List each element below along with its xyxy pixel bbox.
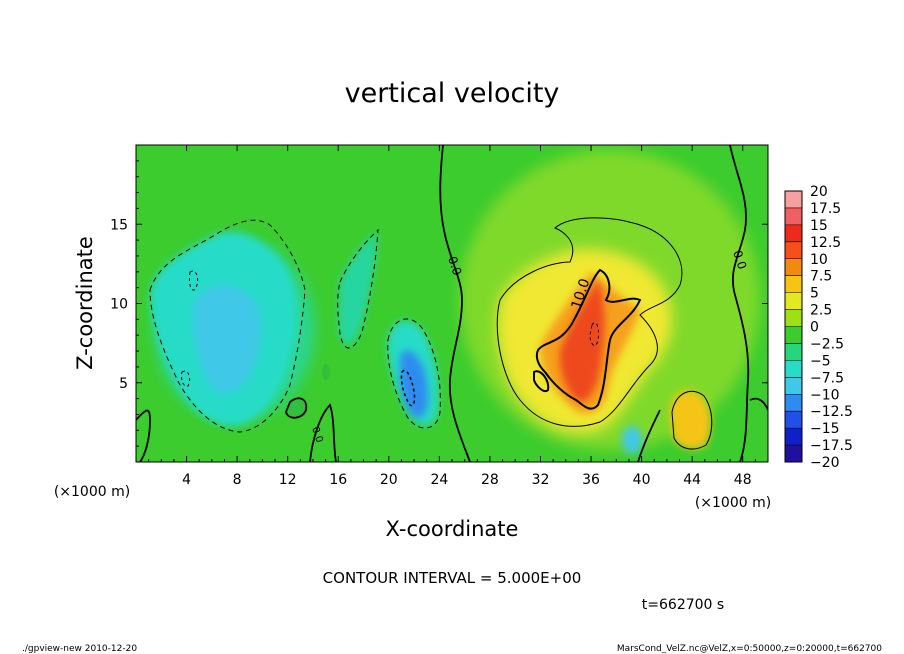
zero-contour-g [637,409,661,462]
contour-interval: CONTOUR INTERVAL = 5.000E+00 [323,569,582,587]
y-tick-label: 5 [119,376,128,392]
y-tick-label: 10 [110,297,128,313]
contour-label: 0.0 [730,249,749,271]
field-updraft-red [559,280,605,402]
y-axis-label: Z-coordinate [73,236,97,370]
colorbar-label: 17.5 [810,201,841,217]
colorbar-swatch [785,411,802,429]
footer-right: MarsCond_VelZ.nc@VelZ,x=0:50000,z=0:2000… [617,644,882,654]
colorbar-label: −2.5 [810,336,844,352]
zero-contour-d [309,403,337,462]
contour-10 [535,268,642,410]
x-tick-label: 36 [582,472,600,488]
contour-5-secondary [671,390,713,450]
contour-10-b [533,370,550,392]
colorbar-swatch [785,241,802,260]
x-tick-label: 16 [329,472,347,488]
colorbar-swatch [785,360,802,378]
contour-lines [136,145,768,462]
colorbar-swatch [785,275,802,294]
time-label: t=662700 s [642,597,724,613]
y-axis-ticks: 5 10 15 [110,160,768,447]
field-updraft-secondary [670,390,711,450]
x-tick-label: 24 [430,472,448,488]
field-patch-b [322,364,330,380]
contour-label: 0.0 [445,255,464,277]
x-tick-label: 48 [734,472,752,488]
x-tick-label: 28 [481,472,499,488]
x-tick-label: 12 [279,472,297,488]
field-downdraft-left-core [193,285,262,394]
contour-label: 0.0 [309,426,324,445]
colorbar-label: 7.5 [810,269,832,285]
colorbar-swatch [785,377,802,395]
colorbar-label: 20 [810,184,828,200]
contour-neg-small-b [181,370,191,387]
colorbar-label: 5 [810,286,819,302]
colorbar-label: −20 [810,455,840,471]
contour-neg10-mid [400,369,416,407]
colorbar-swatch [785,445,802,463]
colorbar-swatch [785,224,802,243]
x-unit-left: (×1000 m) [54,484,130,500]
colorbar-swatch [785,394,802,412]
x-tick-label: 40 [633,472,651,488]
contour-label-group: 0.0 0.0 0.0 10.0 [309,249,749,444]
colorbar-label: 2.5 [810,303,832,319]
x-unit-right: (×1000 m) [695,495,771,511]
y-tick-label: 15 [110,217,128,233]
footer-left: ./gpview-new 2010-12-20 [22,644,137,654]
zero-contour-c [136,409,151,462]
colorbar-label: −12.5 [810,404,853,420]
x-axis-ticks: 4 8 12 16 20 24 28 32 36 40 44 48 [148,145,756,488]
contour-neg5-filament [337,228,379,349]
contour-neg-inner [589,322,599,346]
colorbar-label: −17.5 [810,438,853,454]
x-tick-label: 4 [182,472,191,488]
colorbar-label: −7.5 [810,370,844,386]
contour-5 [496,217,683,427]
field-downdraft-small [622,426,642,454]
colorbar-swatch [785,428,802,446]
zero-contour-f [749,397,768,411]
colorbar: 2017.51512.5107.552.50−2.5−5−7.5−10−12.5… [784,184,853,471]
colorbar-swatch [785,343,802,361]
colorbar-label: 12.5 [810,235,841,251]
x-tick-label: 32 [532,472,550,488]
colorbar-label: −10 [810,387,840,403]
x-tick-label: 8 [233,472,242,488]
colorbar-swatch [785,258,802,277]
colorbar-label: −5 [810,353,831,369]
colorbar-swatch [785,191,802,209]
chart-title: vertical velocity [345,78,560,109]
x-tick-label: 20 [380,472,398,488]
x-tick-label: 44 [683,472,701,488]
field-filament [338,232,378,345]
colorbar-label: −15 [810,421,840,437]
zero-contour-a [439,145,471,462]
zero-contour-e [285,397,308,419]
colorbar-swatch [785,326,802,344]
heatmap-field [136,145,768,462]
colorbar-label: 10 [810,252,828,268]
colorbar-label: 0 [810,320,819,336]
x-axis-label: X-coordinate [386,517,519,541]
colorbar-swatch [785,309,802,327]
contour-neg5-left [149,219,306,433]
colorbar-swatch [785,207,802,226]
zero-contour-b [729,145,750,462]
colorbar-swatch [785,292,802,311]
colorbar-label: 15 [810,218,828,234]
field-patch-a [288,398,308,418]
contour-neg5-mid [387,318,441,429]
